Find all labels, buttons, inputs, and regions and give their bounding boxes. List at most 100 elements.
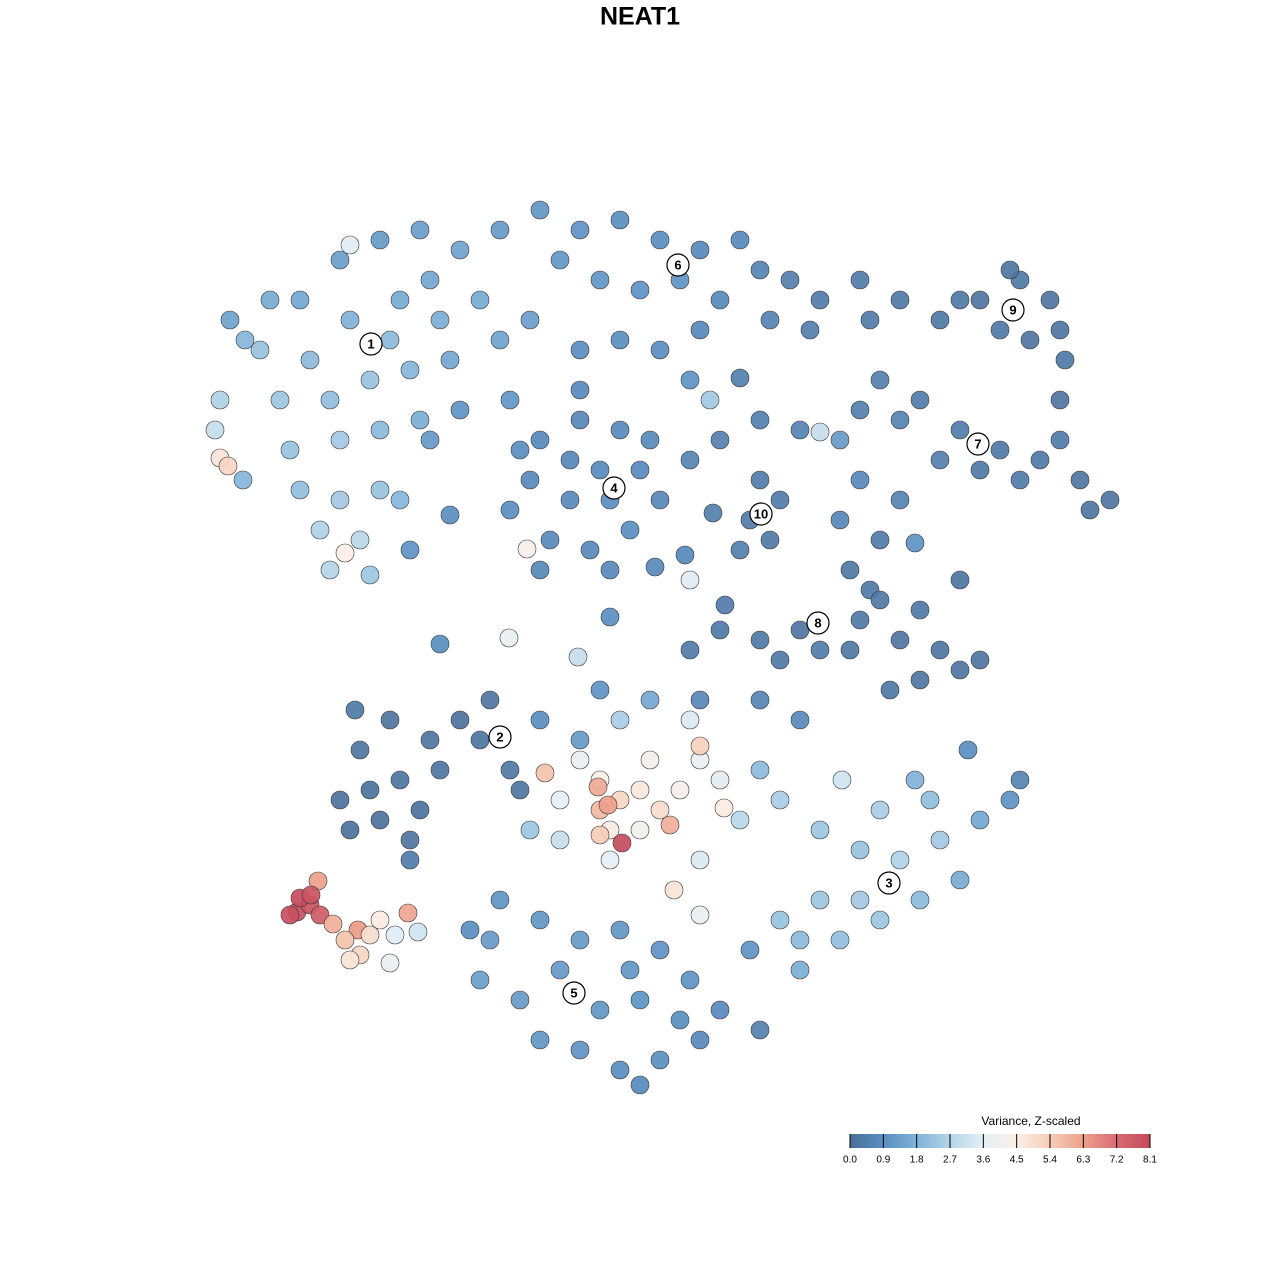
cell-point bbox=[870, 530, 890, 550]
colorbar-tick-label: 0.0 bbox=[843, 1155, 857, 1166]
cell-point bbox=[1000, 790, 1020, 810]
cell-point bbox=[420, 430, 440, 450]
cell-point bbox=[750, 260, 770, 280]
cell-point bbox=[680, 370, 700, 390]
cell-point bbox=[398, 903, 418, 923]
cell-point bbox=[610, 210, 630, 230]
cell-point bbox=[490, 220, 510, 240]
cell-point bbox=[870, 800, 890, 820]
cluster-label-badge bbox=[666, 253, 690, 277]
cell-point bbox=[340, 950, 360, 970]
cell-point bbox=[440, 505, 460, 525]
cell-point bbox=[400, 830, 420, 850]
cell-point bbox=[1040, 290, 1060, 310]
cell-point bbox=[790, 930, 810, 950]
cluster-label-badge bbox=[877, 871, 901, 895]
cell-point bbox=[630, 780, 650, 800]
cell-point bbox=[400, 540, 420, 560]
cell-point bbox=[330, 430, 350, 450]
cell-point bbox=[570, 410, 590, 430]
cell-point bbox=[850, 890, 870, 910]
cell-point bbox=[560, 490, 580, 510]
colorbar bbox=[850, 1134, 1150, 1148]
cell-point bbox=[690, 905, 710, 925]
cell-point bbox=[310, 905, 330, 925]
cell-point bbox=[580, 540, 600, 560]
cell-point bbox=[714, 798, 734, 818]
colorbar-tick-label: 3.6 bbox=[976, 1155, 990, 1166]
cell-point bbox=[408, 922, 428, 942]
cell-point bbox=[430, 760, 450, 780]
cell-point bbox=[320, 390, 340, 410]
cell-point bbox=[610, 420, 630, 440]
cell-point bbox=[850, 400, 870, 420]
cell-point bbox=[810, 290, 830, 310]
cell-point bbox=[450, 240, 470, 260]
cell-point bbox=[710, 430, 730, 450]
cell-point bbox=[890, 290, 910, 310]
cell-point bbox=[650, 800, 670, 820]
cell-point bbox=[233, 470, 253, 490]
cell-point bbox=[1080, 500, 1100, 520]
cell-point bbox=[470, 730, 490, 750]
cell-point bbox=[680, 640, 700, 660]
cell-point bbox=[290, 290, 310, 310]
cell-point bbox=[650, 940, 670, 960]
cell-point bbox=[950, 290, 970, 310]
cell-point bbox=[1050, 320, 1070, 340]
cell-point bbox=[235, 330, 255, 350]
cell-point bbox=[550, 830, 570, 850]
cell-point bbox=[610, 920, 630, 940]
cell-point bbox=[560, 450, 580, 470]
cell-point bbox=[380, 710, 400, 730]
cell-point bbox=[970, 810, 990, 830]
cell-point bbox=[680, 970, 700, 990]
cell-point bbox=[530, 710, 550, 730]
cell-point bbox=[220, 310, 240, 330]
cell-point bbox=[330, 250, 350, 270]
cluster-label: 8 bbox=[814, 615, 821, 630]
cell-point bbox=[480, 930, 500, 950]
cell-point bbox=[730, 230, 750, 250]
cell-point bbox=[870, 910, 890, 930]
cell-point bbox=[460, 920, 480, 940]
cell-point bbox=[650, 340, 670, 360]
cluster-label: 4 bbox=[610, 480, 618, 495]
cell-point bbox=[440, 350, 460, 370]
cell-point bbox=[600, 850, 620, 870]
cell-point bbox=[770, 650, 790, 670]
cell-point bbox=[730, 368, 750, 388]
cluster-label-badge bbox=[1001, 298, 1025, 322]
cluster-label: 1 bbox=[367, 336, 374, 351]
cell-point bbox=[640, 430, 660, 450]
cell-point bbox=[385, 925, 405, 945]
cell-point bbox=[950, 420, 970, 440]
cell-point bbox=[590, 460, 610, 480]
cell-point bbox=[715, 595, 735, 615]
cell-point bbox=[958, 740, 978, 760]
cell-point bbox=[612, 833, 632, 853]
cluster-label: 5 bbox=[570, 985, 577, 1000]
cell-point bbox=[280, 905, 300, 925]
cell-point bbox=[630, 1075, 650, 1095]
cell-point bbox=[770, 910, 790, 930]
cell-point bbox=[360, 925, 380, 945]
cell-point bbox=[860, 310, 880, 330]
cell-point bbox=[600, 607, 620, 627]
cluster-label-badge bbox=[806, 611, 830, 635]
cell-point bbox=[490, 330, 510, 350]
cell-point bbox=[770, 790, 790, 810]
cell-point bbox=[690, 736, 710, 756]
cell-point bbox=[500, 500, 520, 520]
cell-point bbox=[550, 960, 570, 980]
cell-point bbox=[930, 640, 950, 660]
cell-point bbox=[640, 750, 660, 770]
cell-point bbox=[630, 820, 650, 840]
cell-point bbox=[1030, 450, 1050, 470]
cell-point bbox=[790, 620, 810, 640]
cell-point bbox=[570, 750, 590, 770]
cell-point bbox=[680, 710, 700, 730]
cell-point bbox=[910, 890, 930, 910]
cell-point bbox=[360, 565, 380, 585]
